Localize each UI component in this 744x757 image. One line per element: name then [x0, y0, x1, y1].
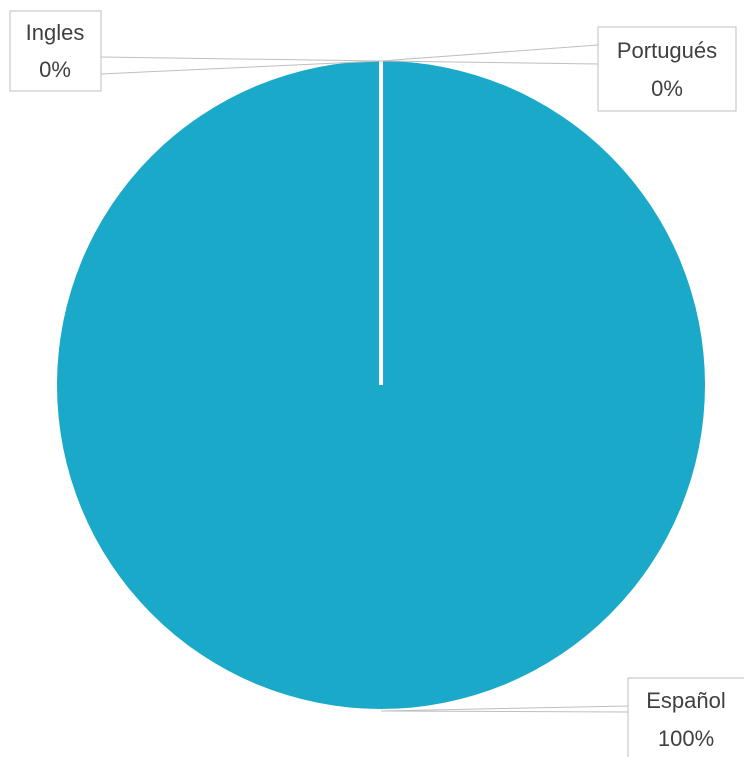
callout-espanol-value: 100% [658, 726, 714, 751]
callout-ingles-value: 0% [39, 57, 71, 82]
callout-ingles: Ingles 0% [9, 10, 382, 92]
callout-portugues-value: 0% [651, 76, 683, 101]
callout-portugues: Portugués 0% [380, 26, 737, 112]
callout-espanol: Español 100% [380, 677, 744, 757]
callout-portugues-label: Portugués [617, 38, 717, 63]
callout-espanol-label: Español [646, 688, 726, 713]
callout-ingles-label: Ingles [26, 20, 85, 45]
